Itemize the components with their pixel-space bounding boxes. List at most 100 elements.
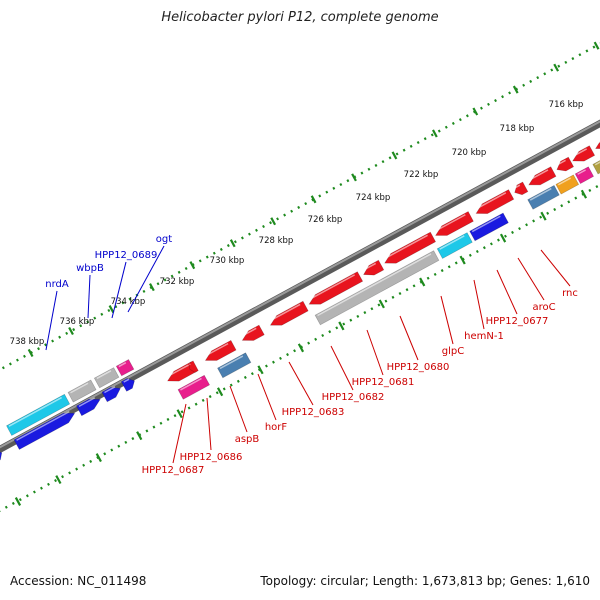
reverse-gene-arrow	[308, 271, 364, 305]
scale-tick	[553, 63, 560, 72]
feature-highlight	[8, 396, 63, 427]
reverse-gene-arrow	[363, 259, 385, 276]
feature-highlight	[595, 140, 600, 145]
reverse-gene-arrow	[435, 211, 474, 236]
reverse-gene-label: HPP12_0683	[282, 407, 345, 418]
reverse-gene-arrow	[528, 166, 557, 186]
feature-highlight	[269, 303, 301, 322]
feature-highlight	[308, 274, 355, 301]
reverse-gene-arrow	[269, 300, 309, 326]
feature-highlight	[123, 378, 130, 383]
forward-leader-line	[87, 274, 91, 319]
scale-tick	[149, 283, 155, 292]
feature-highlight	[384, 234, 428, 260]
scale-tick	[108, 305, 115, 314]
reverse-leader-line	[172, 403, 187, 464]
feature-highlight	[556, 159, 566, 166]
inner-scale-tick	[176, 409, 183, 419]
scale-label: 722 kbp	[404, 170, 439, 180]
scale-tick	[229, 239, 236, 248]
reverse-gene-arrow	[241, 324, 265, 341]
feature-highlight	[167, 364, 189, 378]
reverse-leader-line	[399, 315, 419, 361]
feature-highlight	[577, 169, 586, 175]
reverse-gene-label: horF	[265, 422, 288, 433]
scale-tick	[27, 348, 34, 357]
reverse-leader-line	[366, 329, 384, 376]
feature-highlight	[180, 377, 202, 391]
scale-tick	[189, 261, 196, 270]
reverse-gene-label: HPP12_0686	[180, 452, 243, 463]
inner-scale-tick	[338, 321, 345, 331]
reverse-gene-arrow	[514, 181, 529, 196]
scale-tick	[68, 326, 74, 336]
reverse-gene-label: aspB	[235, 434, 260, 445]
reverse-gene-arrow	[475, 189, 515, 214]
map-title: Helicobacter pylori P12, complete genome	[161, 10, 439, 25]
feature-highlight	[435, 214, 466, 232]
forward-gene-label: HPP12_0689	[95, 250, 158, 261]
reverse-leader-line	[229, 385, 248, 433]
inner-scale-tick	[14, 497, 22, 506]
inner-scale-tick	[378, 299, 385, 309]
reverse-gene-label: HPP12_0682	[322, 392, 385, 403]
reverse-leader-line	[440, 295, 454, 345]
feature-highlight	[204, 342, 229, 357]
scale-label: 726 kbp	[308, 215, 343, 225]
feature-highlight	[219, 355, 244, 370]
inner-scale-tick	[459, 255, 466, 265]
forward-gene-label: wbpB	[76, 263, 104, 274]
reverse-leader-line	[206, 397, 212, 451]
scale-label: 718 kbp	[500, 124, 535, 134]
reverse-leader-line	[496, 269, 518, 315]
feature-highlight	[557, 177, 571, 186]
reverse-gene-label: HPP12_0687	[142, 465, 205, 476]
reverse-gene-label: HPP12_0681	[352, 377, 415, 388]
inner-scale-tick	[419, 277, 426, 287]
backbone-line	[0, 119, 600, 454]
reverse-leader-line	[540, 249, 571, 287]
inner-scale-tick	[95, 453, 102, 463]
reverse-gene-label: rnc	[562, 288, 578, 299]
forward-cyan-block	[6, 393, 71, 436]
inner-scale-tick	[136, 431, 143, 441]
reverse-gene-arrow	[189, 360, 199, 373]
scale-label: 724 kbp	[356, 193, 391, 203]
inner-scale-tick	[55, 475, 62, 485]
forward-gene-label: nrdA	[45, 279, 69, 290]
forward-leader-line	[111, 261, 127, 319]
outer-scale-dotted-line	[0, 42, 600, 371]
forward-leader-line	[45, 290, 58, 351]
accession-text: Accession: NC_011498	[10, 574, 147, 588]
scale-tick	[351, 173, 357, 182]
grey-feature-block	[314, 250, 440, 326]
feature-highlight	[317, 253, 432, 317]
inner-scale-tick	[499, 233, 507, 243]
scale-label: 738 kbp	[10, 337, 45, 347]
scale-tick	[593, 41, 600, 50]
inner-scale-tick	[216, 387, 224, 397]
reverse-gene-label: hemN-1	[464, 331, 504, 342]
forward-pink-block	[115, 359, 135, 377]
pink-feature-block	[177, 374, 211, 400]
forward-gene-arrow	[13, 412, 76, 450]
pink-feature-block	[574, 166, 595, 185]
scale-tick	[310, 195, 317, 204]
forward-gene-label: ogt	[156, 234, 172, 245]
scale-label: 736 kbp	[60, 317, 95, 327]
feature-highlight	[363, 262, 377, 271]
feature-highlight	[70, 382, 89, 394]
feature-highlight	[96, 370, 112, 380]
cyan-feature-block	[436, 232, 473, 259]
reverse-gene-arrow	[556, 156, 575, 172]
reverse-gene-label: glpC	[442, 346, 464, 357]
feature-highlight	[471, 215, 501, 233]
reverse-gene-arrow	[595, 141, 600, 149]
feature-highlight	[78, 397, 96, 408]
feature-highlight	[104, 386, 116, 394]
reverse-gene-arrow	[384, 231, 437, 264]
inner-scale-tick	[257, 365, 264, 375]
genome-summary-text: Topology: circular; Length: 1,673,813 bp…	[260, 574, 590, 588]
forward-gene-arrow	[76, 398, 101, 417]
orange-feature-block	[555, 174, 580, 195]
